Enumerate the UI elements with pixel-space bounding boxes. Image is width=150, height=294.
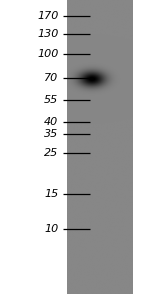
Text: 170: 170 bbox=[37, 11, 58, 21]
Text: 55: 55 bbox=[44, 95, 58, 105]
Text: 100: 100 bbox=[37, 49, 58, 59]
Text: 15: 15 bbox=[44, 189, 58, 199]
Text: 25: 25 bbox=[44, 148, 58, 158]
Text: 40: 40 bbox=[44, 117, 58, 127]
Text: 70: 70 bbox=[44, 73, 58, 83]
Text: 35: 35 bbox=[44, 129, 58, 139]
Text: 10: 10 bbox=[44, 224, 58, 234]
Bar bbox=[67, 0, 132, 294]
Text: 130: 130 bbox=[37, 29, 58, 39]
